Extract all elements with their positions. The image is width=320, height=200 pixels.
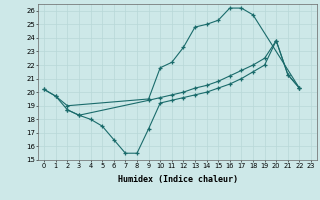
X-axis label: Humidex (Indice chaleur): Humidex (Indice chaleur) <box>118 175 238 184</box>
